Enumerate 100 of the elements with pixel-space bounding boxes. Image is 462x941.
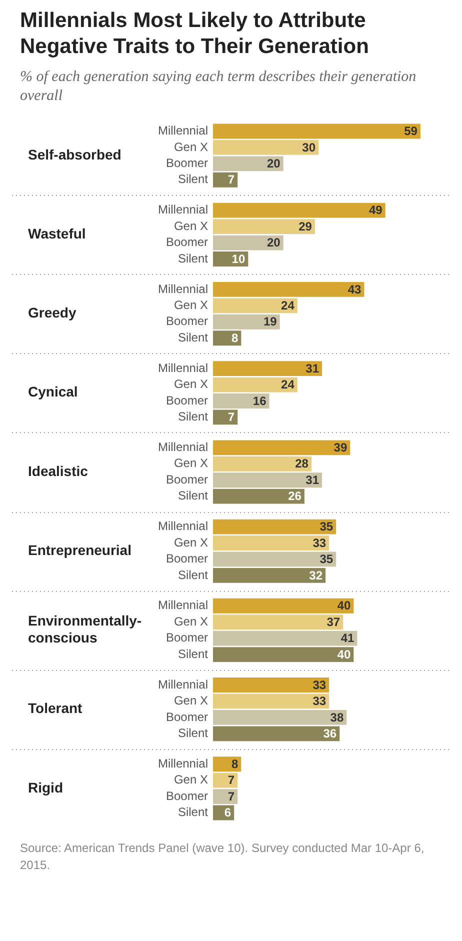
text: Gen X [174,772,208,787]
bar [213,488,304,504]
data-label: 43 [348,282,362,296]
series-label: Boomer [166,156,208,170]
text: Silent [178,646,208,661]
text: Boomer [166,788,208,803]
data-label: 7 [228,172,235,187]
text: Boomer [166,235,208,250]
bar [213,172,238,188]
data-label: 30 [302,140,316,154]
data-label: 6 [224,806,232,820]
data-label: 59 [404,124,418,138]
data-label: 32 [309,568,323,582]
bar [213,361,322,376]
bar [213,756,242,772]
text: Gen X [174,377,208,392]
bar [213,536,330,550]
bar [213,456,312,472]
text: Gen X [174,218,208,233]
y-tick-label: Environmentally-conscious [28,612,142,646]
data-label: 37 [326,614,340,629]
text: Millennial [158,519,208,534]
data-label: 33 [312,536,326,550]
y-tick-label: Tolerant [28,700,83,716]
text: Silent [178,410,208,424]
y-tick-label: Self-absorbed [28,146,122,162]
data-label: 33 [312,694,326,708]
bar [213,568,326,583]
y-tick-label: Idealistic [28,462,88,479]
bar [213,678,330,692]
text: Millennial [158,440,208,454]
data-label: 7 [228,773,235,788]
data-label: 29 [298,219,312,234]
data-label: 35 [320,552,334,566]
text: Silent [178,330,208,344]
data-label: 10 [232,252,246,266]
bar [213,440,350,456]
text: Gen X [174,456,208,470]
text: Silent [178,488,208,503]
text: Silent [178,805,208,820]
text: Gen X [174,694,208,708]
text: Boomer [166,630,208,645]
data-label: 26 [288,489,302,504]
bar [213,726,340,742]
bar [213,789,238,804]
y-tick-label: Greedy [28,304,76,321]
bar [213,202,386,218]
y-tick-label: Wasteful [28,226,86,242]
data-label: 35 [320,520,334,534]
bar [213,552,336,567]
chart-title: Millennials Most Likely to Attribute Negative Traits to Their Generation [20,8,370,60]
text: Silent [178,251,208,266]
bar [213,598,354,614]
text: Millennial [158,598,208,612]
data-label: 31 [306,472,320,487]
data-label: 40 [337,647,351,662]
text: Gen X [174,614,208,628]
text: Millennial [158,282,208,296]
bar [213,124,420,139]
text: Gen X [174,298,208,312]
data-label: 8 [231,756,238,771]
chart-subtitle: % of each generation saying each term describes their generation overall [20,68,418,106]
bar [213,282,364,297]
y-tick-label: Rigid [28,779,63,796]
series-label: Silent [178,172,209,186]
data-label: 31 [306,361,320,376]
source-note: Source: American Trends Panel (wave 10). Survey conducted Mar 10-Apr 6, 2015. [20,840,426,874]
text: Silent [178,568,208,582]
data-label: 8 [231,330,238,345]
data-label: 36 [323,726,337,740]
bar [213,235,284,250]
series-label: Millennial [158,124,208,138]
text: Millennial [158,677,208,692]
series-label: Gen X [174,140,208,154]
data-label: 38 [330,710,344,724]
data-label: 33 [312,678,326,692]
text: Boomer [166,314,208,328]
bar [213,472,322,488]
text: Millennial [158,756,208,770]
data-label: 7 [228,410,235,424]
data-label: 24 [281,378,295,392]
data-label: 28 [295,456,309,471]
bar [213,330,242,346]
data-label: 20 [266,156,281,170]
text: Boomer [166,393,208,408]
text: Gen X [174,535,208,550]
bar [213,140,318,155]
bar [213,519,336,534]
data-label: 40 [337,598,351,613]
data-label: 41 [340,631,354,646]
bar [213,298,298,314]
bar [213,630,358,646]
bar [213,156,284,172]
y-tick-label: Entrepreneurial [28,542,132,558]
bar [213,647,354,662]
data-label: 19 [263,314,278,329]
text: Silent [178,726,208,740]
text: Millennial [158,202,208,217]
bar [213,614,344,630]
text: Millennial [158,360,208,375]
